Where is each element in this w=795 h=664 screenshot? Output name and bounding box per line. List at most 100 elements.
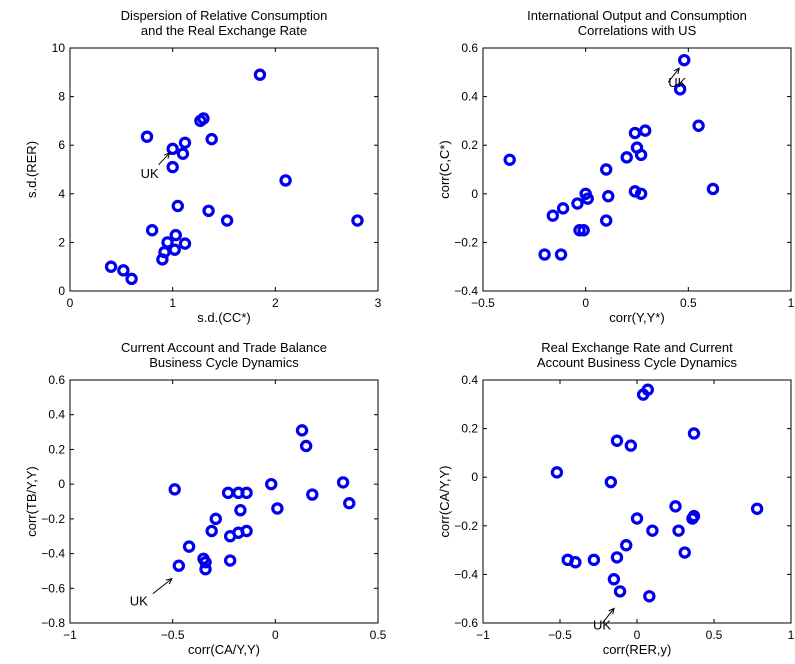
x-tick-label: −1: [476, 628, 490, 642]
y-tick-label: −0.2: [41, 512, 65, 526]
chart-title-line-1: International Output and Consumption: [527, 8, 747, 23]
y-tick-label: 0.2: [461, 422, 478, 436]
data-point: [678, 53, 691, 67]
data-point: [199, 556, 212, 569]
data-point: [343, 497, 356, 510]
data-point: [678, 546, 691, 559]
data-point: [669, 500, 682, 513]
y-tick-label: 0.6: [48, 373, 65, 387]
x-tick-label: 2: [272, 296, 279, 310]
annotation-label: UK: [593, 617, 611, 632]
y-axis-label: corr(TB/Y,Y): [24, 466, 39, 537]
y-tick-label: 0.4: [461, 373, 478, 387]
data-point: [581, 192, 594, 205]
data-point: [569, 556, 582, 569]
data-point: [161, 236, 174, 249]
data-point: [145, 224, 159, 237]
x-tick-label: 1: [788, 628, 795, 642]
y-tick-label: −0.8: [41, 616, 65, 630]
data-point: [602, 190, 615, 203]
x-tick-label: −0.5: [161, 628, 185, 642]
data-point: [571, 197, 584, 210]
data-point: [351, 214, 364, 227]
scatter-panel-3: Current Account and Trade BalanceBusines…: [24, 340, 387, 657]
data-point: [641, 383, 654, 396]
data-point: [271, 502, 284, 515]
y-tick-label: 0.2: [48, 442, 65, 456]
scatter-panel-2: International Output and ConsumptionCorr…: [437, 8, 795, 325]
data-point: [610, 551, 624, 564]
data-point: [205, 132, 218, 146]
y-tick-label: 0: [58, 477, 65, 491]
data-point: [634, 187, 648, 200]
data-point: [158, 245, 171, 259]
data-point: [607, 573, 621, 586]
data-point: [538, 248, 551, 261]
x-axis-label: s.d.(CC*): [197, 310, 250, 325]
data-point: [221, 486, 235, 500]
data-point: [220, 214, 234, 227]
data-point: [613, 585, 627, 598]
data-point: [706, 182, 720, 196]
chart-title-line-2: Business Cycle Dynamics: [149, 355, 299, 370]
data-point: [646, 524, 659, 537]
data-point: [202, 204, 215, 218]
y-tick-label: 2: [58, 235, 65, 249]
data-point: [672, 524, 685, 537]
chart-title-line-2: Account Business Cycle Dynamics: [537, 355, 738, 370]
data-point: [176, 147, 190, 160]
x-tick-label: 1: [788, 296, 795, 310]
data-point: [265, 477, 278, 491]
annotation-arrowhead: [673, 67, 680, 75]
x-tick-label: 0: [634, 628, 641, 642]
y-tick-label: 6: [58, 138, 65, 152]
data-point: [556, 202, 570, 215]
chart-title-line-2: Correlations with US: [578, 23, 697, 38]
y-tick-label: 4: [58, 187, 65, 201]
y-tick-label: −0.4: [454, 284, 478, 298]
data-point: [168, 243, 181, 256]
y-tick-label: −0.6: [454, 616, 478, 630]
data-point: [140, 130, 154, 143]
data-point: [503, 153, 516, 166]
data-point: [117, 264, 130, 277]
data-point: [624, 439, 638, 452]
data-point: [750, 502, 764, 515]
x-tick-label: 0.5: [370, 628, 387, 642]
annotation-arrow: [152, 578, 173, 595]
data-point: [178, 237, 192, 250]
x-axis-label: corr(Y,Y*): [609, 310, 664, 325]
data-point: [306, 488, 319, 501]
y-tick-label: −0.4: [41, 547, 65, 561]
annotation-label: UK: [141, 166, 159, 181]
data-point: [628, 126, 642, 140]
annotation-arrowhead: [165, 578, 173, 585]
annotation-arrow: [667, 67, 680, 83]
y-tick-label: 0.4: [461, 90, 478, 104]
annotation-arrow: [158, 152, 171, 166]
data-point: [600, 163, 613, 176]
annotation-arrowhead: [608, 607, 615, 615]
data-point: [199, 562, 212, 576]
chart-title-line-1: Dispersion of Relative Consumption: [121, 8, 328, 23]
y-tick-label: 10: [52, 41, 66, 55]
y-tick-label: 8: [58, 90, 65, 104]
data-point: [600, 214, 613, 227]
data-point: [577, 224, 590, 237]
data-point: [295, 424, 309, 437]
y-tick-label: 0: [471, 187, 478, 201]
x-tick-label: −1: [63, 628, 77, 642]
data-point: [620, 539, 633, 552]
y-tick-label: 0: [58, 284, 65, 298]
data-point: [628, 185, 642, 198]
data-point: [205, 524, 218, 538]
x-tick-label: −0.5: [548, 628, 572, 642]
data-point: [182, 540, 196, 553]
annotation-label: UK: [668, 75, 686, 90]
data-point: [639, 124, 652, 137]
data-point: [166, 160, 179, 174]
y-tick-label: 0.4: [48, 408, 65, 422]
data-point: [546, 209, 560, 222]
y-axis-label: s.d.(RER): [24, 141, 39, 198]
